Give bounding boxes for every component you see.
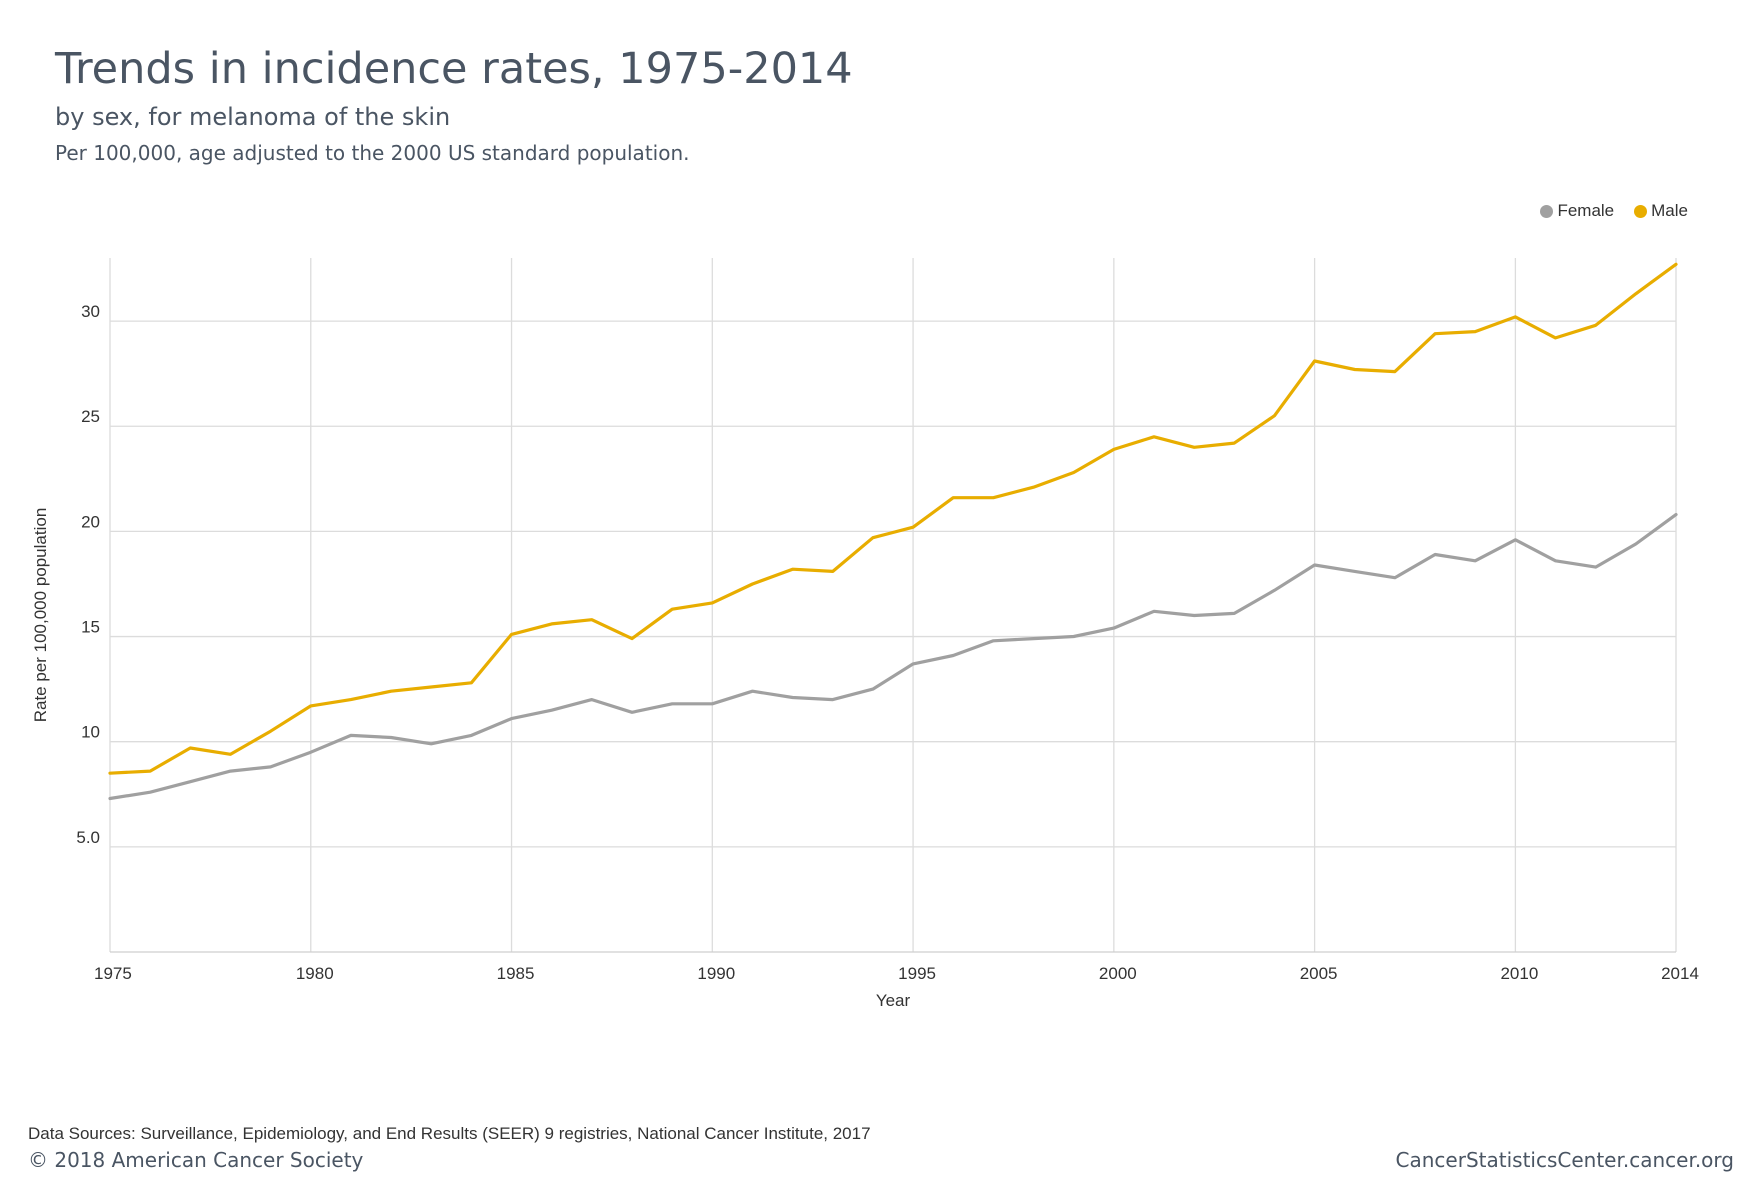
x-tick-label: 2014 bbox=[1661, 964, 1699, 983]
legend-item-female[interactable]: Female bbox=[1540, 201, 1614, 221]
x-tick-label: 1975 bbox=[94, 964, 132, 983]
y-tick-label: 30 bbox=[81, 302, 100, 321]
legend-swatch-male bbox=[1634, 204, 1648, 218]
y-tick-label: 25 bbox=[81, 407, 100, 426]
chart-note: Per 100,000, age adjusted to the 2000 US… bbox=[55, 141, 690, 165]
site-link[interactable]: CancerStatisticsCenter.cancer.org bbox=[1395, 1148, 1734, 1172]
x-tick-label: 1990 bbox=[697, 964, 735, 983]
x-tick-label: 2010 bbox=[1500, 964, 1538, 983]
chart-title: Trends in incidence rates, 1975-2014 bbox=[55, 44, 853, 94]
y-tick-label: 5.0 bbox=[76, 828, 100, 847]
x-axis-label: Year bbox=[876, 991, 911, 1010]
legend-item-male[interactable]: Male bbox=[1634, 201, 1688, 221]
legend: Female Male bbox=[1540, 201, 1688, 221]
legend-swatch-female bbox=[1540, 204, 1554, 218]
x-tick-label: 2000 bbox=[1099, 964, 1137, 983]
x-tick-label: 2005 bbox=[1300, 964, 1338, 983]
chart-subtitle: by sex, for melanoma of the skin bbox=[55, 103, 451, 131]
x-tick-label: 1985 bbox=[497, 964, 535, 983]
copyright: © 2018 American Cancer Society bbox=[28, 1148, 364, 1172]
legend-label-female: Female bbox=[1557, 201, 1615, 220]
x-tick-label: 1980 bbox=[296, 964, 334, 983]
legend-label-male: Male bbox=[1651, 201, 1688, 220]
data-source: Data Sources: Surveillance, Epidemiology… bbox=[28, 1124, 871, 1143]
series-line-female bbox=[108, 512, 1678, 801]
y-tick-label: 20 bbox=[81, 512, 100, 531]
y-tick-label: 15 bbox=[81, 618, 100, 637]
x-tick-label: 1995 bbox=[898, 964, 936, 983]
series-line-male bbox=[108, 262, 1678, 775]
y-axis-label: Rate per 100,000 population bbox=[31, 508, 50, 723]
y-tick-label: 10 bbox=[81, 723, 100, 742]
